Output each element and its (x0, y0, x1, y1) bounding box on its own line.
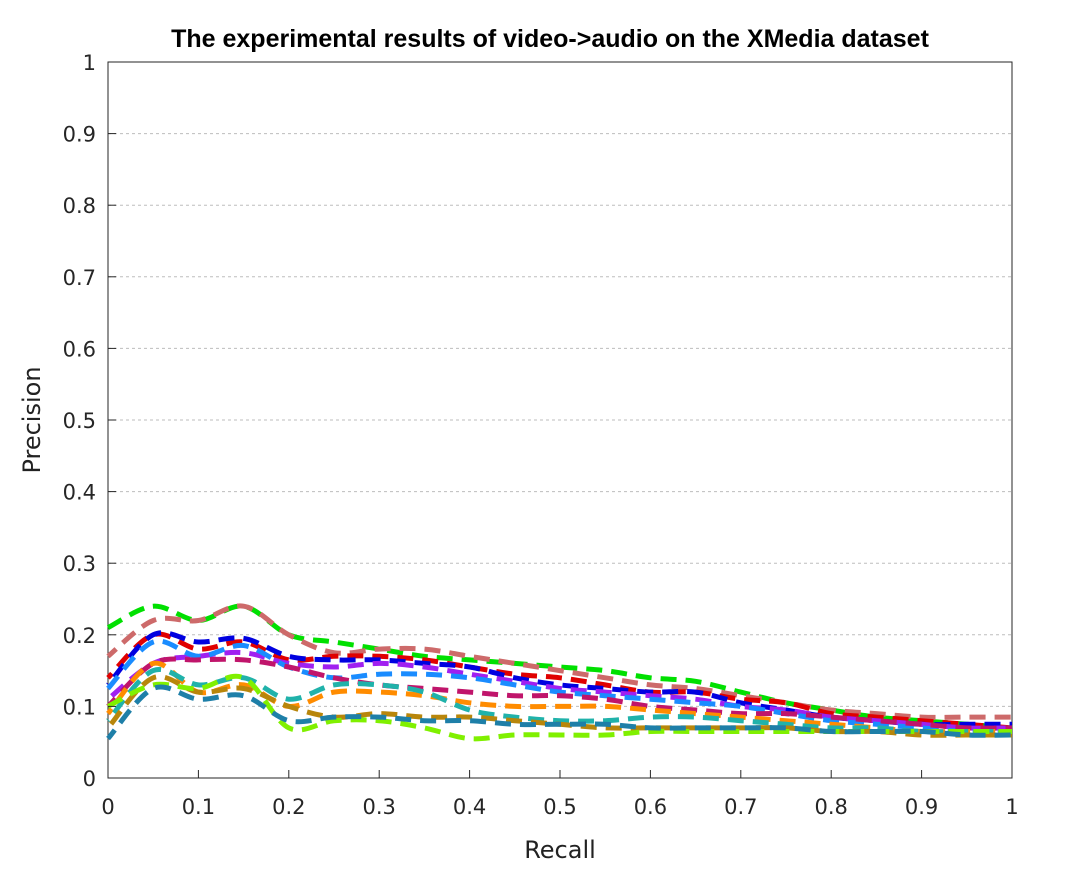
y-axis-label: Precision (18, 366, 46, 473)
axis-ticks: 0 0.1 0.2 0.3 0.4 0.5 0.6 0.7 0.8 0.9 1 0 0.1 0.2 0.3 0… (63, 51, 1019, 819)
series-line-1 (106, 603, 1013, 731)
series-line-5 (106, 649, 1013, 731)
series-line-3 (106, 631, 1013, 731)
series-line-7 (106, 656, 1013, 731)
y-tick-label: 0.8 (63, 194, 96, 218)
y-tick-label: 0.9 (63, 123, 96, 147)
y-tick-label: 0.7 (63, 266, 96, 290)
y-tick-label: 0.1 (63, 695, 96, 719)
x-axis-label: Recall (524, 836, 596, 864)
x-tick-label: 0.1 (182, 795, 215, 819)
series-line-11 (106, 673, 1012, 742)
x-tick-label: 0.3 (362, 795, 395, 819)
y-tick-label: 0.4 (63, 481, 96, 505)
grid-lines (108, 133, 1012, 707)
x-tick-label: 0.6 (634, 795, 667, 819)
series-line-2 (106, 603, 1012, 720)
series-group (106, 603, 1013, 742)
x-tick-label: 0.4 (453, 795, 486, 819)
y-tick-label: 1 (83, 51, 96, 75)
x-tick-label: 0.2 (272, 795, 305, 819)
y-tick-label: 0.2 (63, 624, 96, 648)
x-tick-label: 0.9 (905, 795, 938, 819)
chart-title: The experimental results of video->audio… (171, 25, 929, 53)
series-line-6 (106, 638, 1013, 735)
x-tick-label: 1 (1005, 795, 1018, 819)
y-tick-label: 0.3 (63, 552, 96, 576)
x-tick-label: 0.8 (814, 795, 847, 819)
y-tick-label: 0.5 (63, 409, 96, 433)
y-tick-label: 0 (83, 767, 96, 791)
x-tick-label: 0.7 (724, 795, 757, 819)
y-tick-label: 0.6 (63, 337, 96, 361)
series-line-12 (106, 684, 1013, 741)
series-line-9 (106, 666, 1012, 735)
x-tick-label: 0.5 (543, 795, 576, 819)
x-tick-label: 0 (101, 795, 114, 819)
